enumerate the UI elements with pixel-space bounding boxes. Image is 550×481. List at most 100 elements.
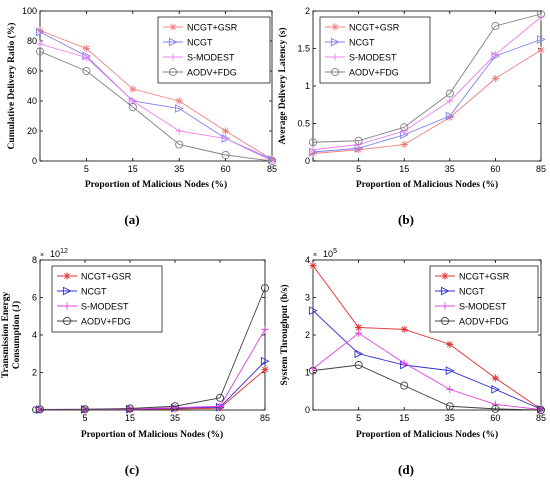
data-point	[446, 340, 454, 348]
legend-label: NCGT+GSR	[459, 272, 510, 282]
exponent-power: 5	[333, 248, 337, 255]
series-line	[39, 30, 273, 160]
legend-marker	[169, 53, 177, 61]
data-point	[82, 53, 90, 62]
legend-label: NCGT	[187, 38, 213, 48]
legend: NCGT+GSR NCGT S-MODEST AODV+FDG	[51, 265, 163, 333]
x-tick-label: 15	[399, 413, 409, 423]
data-point	[309, 146, 317, 154]
data-point	[35, 47, 45, 56]
data-point	[536, 405, 546, 415]
y-tick-label: 0	[305, 156, 310, 166]
series-ncgt	[308, 306, 546, 414]
x-tick-label: 5	[82, 413, 87, 423]
data-point	[129, 85, 137, 93]
legend-marker	[440, 286, 450, 296]
data-point	[82, 44, 90, 53]
data-point	[491, 385, 501, 394]
legend-marker	[63, 272, 71, 280]
exponent-times: ×	[313, 252, 319, 259]
legend-marker	[168, 67, 178, 77]
y-tick-label: 3	[305, 293, 310, 303]
panel-label: (a)	[124, 212, 139, 227]
data-point	[445, 402, 454, 411]
series-s-modest	[36, 40, 276, 165]
data-point	[216, 402, 224, 410]
data-point	[82, 66, 91, 76]
data-point	[175, 140, 184, 149]
data-point	[491, 74, 499, 83]
y-tick-label: 8	[32, 255, 37, 265]
x-tick-label: 60	[215, 413, 225, 423]
legend-marker	[62, 286, 72, 296]
y-tick-label: 0.5	[297, 119, 310, 129]
data-point	[308, 138, 318, 147]
data-point	[491, 374, 499, 382]
y-axis-title-line: Transmission Energy	[1, 292, 11, 378]
legend-marker	[168, 37, 178, 47]
data-point	[400, 140, 408, 149]
data-point	[491, 50, 499, 59]
legend-label: NCGT	[349, 38, 375, 48]
data-point	[126, 405, 134, 413]
exponent-times: ×	[40, 252, 46, 259]
data-point	[354, 136, 363, 145]
legend-label: NCGT+GSR	[349, 23, 400, 33]
legend-marker	[63, 302, 71, 310]
data-point	[446, 97, 454, 105]
x-tick-label: 15	[128, 164, 138, 174]
exponent-base: 10	[50, 249, 60, 259]
y-tick-label: 60	[27, 66, 37, 76]
series-line	[312, 13, 542, 143]
y-tick-label: 4	[305, 255, 310, 265]
data-point	[400, 325, 408, 333]
data-point	[445, 111, 455, 121]
x-tick-label: 5	[356, 164, 361, 174]
x-tick-label: 85	[260, 413, 270, 423]
data-point	[355, 323, 363, 332]
data-point	[260, 356, 270, 366]
chart-panel: 0 20 40 60 80 100 5 15 35 60 85 NCGT+GSR NCGT S-MODES…	[6, 6, 277, 227]
x-tick-label: 60	[490, 413, 500, 423]
data-point	[170, 402, 180, 411]
series-line	[39, 51, 273, 162]
y-tick-label: 40	[27, 96, 37, 106]
legend-label: S-MODEST	[349, 53, 397, 63]
x-tick-label: 35	[445, 164, 455, 174]
y-tick-label: 6	[32, 293, 37, 303]
series-line	[39, 287, 266, 410]
data-point	[261, 366, 269, 374]
data-point	[267, 156, 277, 166]
chart-panel: 0 0.5 1 1.5 2 5 15 35 60 85 NCGT+GSR NCGT S-MODEST AO…	[277, 6, 546, 227]
data-point	[355, 329, 363, 337]
x-tick-label: 15	[399, 164, 409, 174]
y-axis-title: Transmission EnergyConsumption (J)	[1, 292, 22, 378]
exponent-base: 10	[323, 249, 333, 259]
data-point	[446, 385, 454, 393]
legend-marker	[331, 23, 339, 31]
legend: NCGT+GSR NCGT S-MODEST AODV+FDG	[157, 16, 271, 84]
panel-label: (c)	[125, 462, 139, 477]
legend-label: NCGT+GSR	[187, 23, 238, 33]
y-tick-label: 0	[305, 405, 310, 415]
legend-marker	[441, 302, 449, 310]
x-axis-title: Proportion of Malicious Nodes (%)	[356, 179, 498, 190]
series-line	[312, 49, 542, 154]
axis-exponent: × 1012	[40, 248, 68, 259]
x-axis-title: Proportion of Malicious Nodes (%)	[81, 429, 223, 440]
legend-marker	[330, 37, 340, 47]
x-tick-label: 85	[536, 413, 546, 423]
data-point	[175, 127, 183, 135]
x-axis-title: Proportion of Malicious Nodes (%)	[356, 429, 498, 440]
series-line	[312, 332, 542, 411]
x-tick-label: 85	[536, 164, 546, 174]
x-tick-label: 35	[445, 413, 455, 423]
x-tick-label: 5	[356, 413, 361, 423]
legend-label: S-MODEST	[81, 302, 129, 312]
data-point	[309, 365, 317, 373]
legend-label: AODV+FDG	[187, 68, 237, 78]
y-tick-label: 0	[32, 405, 37, 415]
y-axis-title: System Throughput (b/s)	[279, 284, 290, 385]
data-point	[536, 35, 546, 44]
